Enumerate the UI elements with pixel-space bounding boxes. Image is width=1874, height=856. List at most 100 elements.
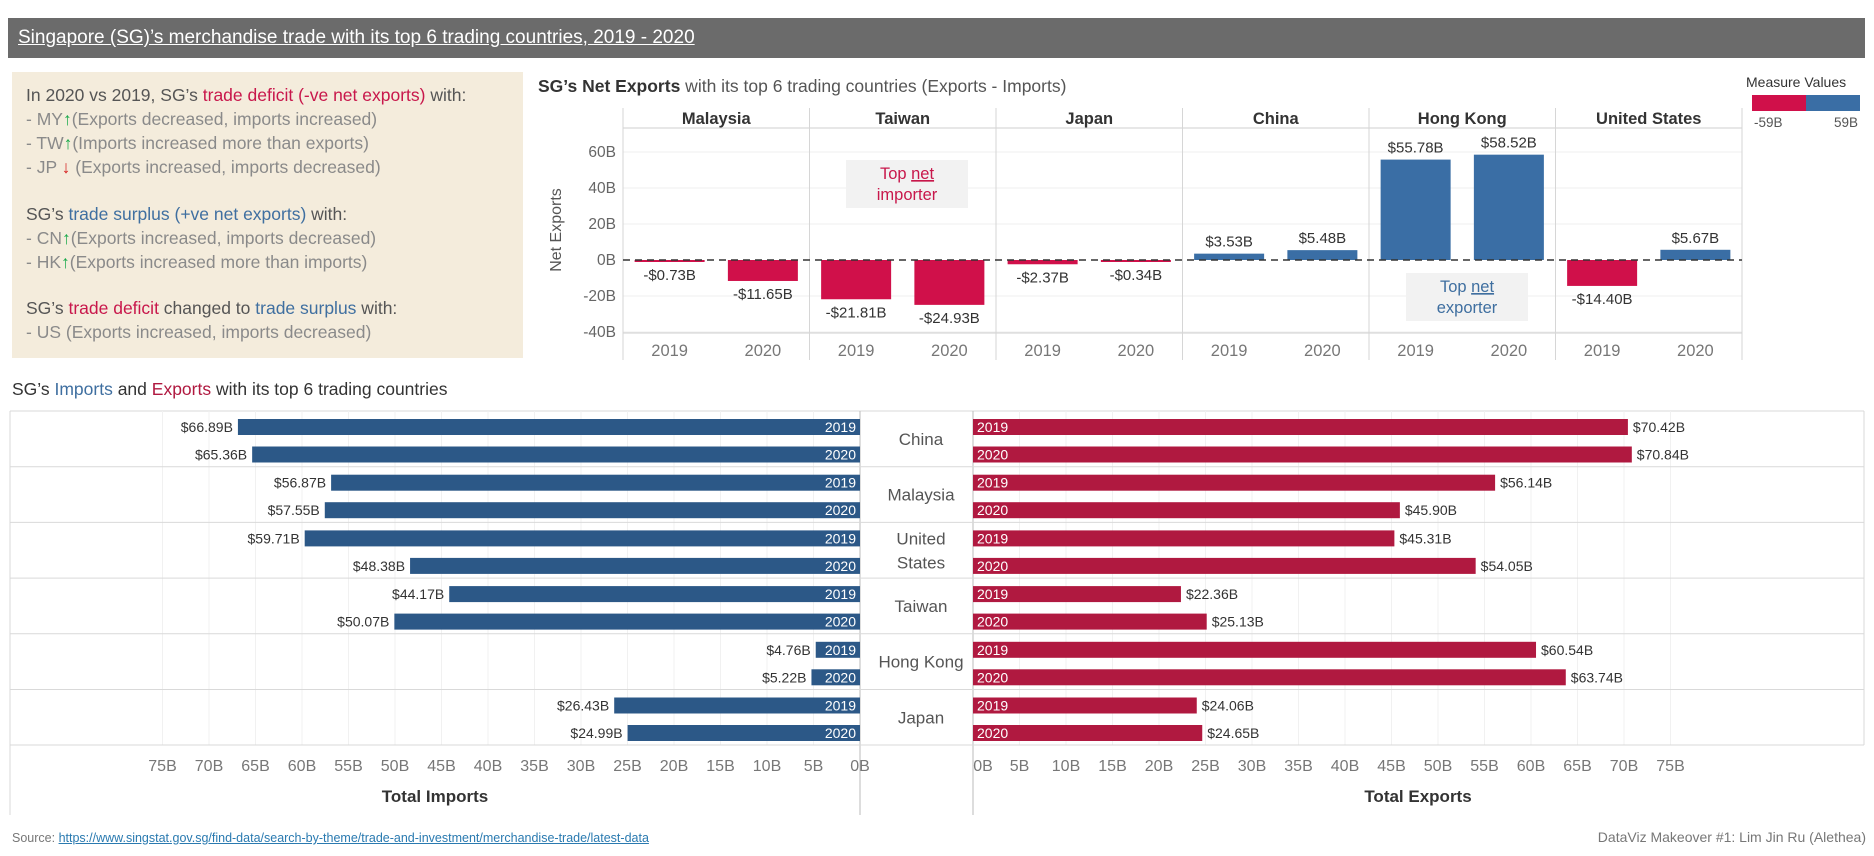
net-year-label: 2019 bbox=[1584, 342, 1621, 360]
export-bar[interactable] bbox=[973, 641, 1537, 658]
net-bar[interactable] bbox=[727, 260, 798, 281]
export-bar[interactable] bbox=[973, 669, 1566, 686]
import-bar[interactable] bbox=[331, 474, 860, 491]
country-label: Japan bbox=[898, 708, 944, 727]
exports-tick-label: 45B bbox=[1377, 758, 1405, 775]
imports-tick-label: 55B bbox=[334, 758, 362, 775]
imports-tick-label: 50B bbox=[381, 758, 409, 775]
export-bar[interactable] bbox=[973, 474, 1496, 491]
exports-tick-label: 60B bbox=[1517, 758, 1545, 775]
export-bar[interactable] bbox=[973, 613, 1207, 630]
exports-axis-title: Total Exports bbox=[1364, 787, 1471, 806]
arrow-up-icon: ↑ bbox=[63, 133, 73, 153]
net-bar-label: $55.78B bbox=[1388, 140, 1444, 157]
export-bar-label: $70.42B bbox=[1633, 419, 1685, 435]
net-bar-label: -$11.65B bbox=[733, 286, 793, 303]
country-label: Taiwan bbox=[895, 597, 948, 616]
import-bar[interactable] bbox=[304, 530, 860, 547]
import-bar[interactable] bbox=[410, 557, 860, 574]
imports-tick-label: 65B bbox=[241, 758, 269, 775]
imports-tick-label: 35B bbox=[520, 758, 548, 775]
net-ytick-label: -40B bbox=[583, 324, 616, 341]
net-bar[interactable] bbox=[1567, 260, 1638, 286]
import-bar[interactable] bbox=[449, 586, 860, 603]
import-bar-year: 2019 bbox=[825, 419, 856, 435]
import-bar[interactable] bbox=[324, 502, 860, 519]
net-bar[interactable] bbox=[1660, 249, 1731, 260]
net-bar-label: -$2.37B bbox=[1016, 269, 1069, 286]
export-bar[interactable] bbox=[973, 419, 1628, 435]
net-ytick-label: 60B bbox=[588, 144, 616, 161]
import-bar[interactable] bbox=[237, 419, 861, 435]
change-intro: SG’s trade deficit changed to trade surp… bbox=[26, 298, 398, 318]
export-bar-label: $45.31B bbox=[1399, 530, 1451, 546]
net-bar-label: -$24.93B bbox=[919, 310, 980, 327]
source-link[interactable]: https://www.singstat.gov.sg/find-data/se… bbox=[58, 831, 649, 845]
deficit-intro: In 2020 vs 2019, SG’s trade deficit (-ve… bbox=[26, 85, 467, 105]
import-bar-label: $57.55B bbox=[268, 502, 320, 518]
page-title: Singapore (SG)’s merchandise trade with … bbox=[18, 27, 695, 48]
net-bar[interactable] bbox=[634, 260, 705, 262]
net-group-label: Taiwan bbox=[875, 110, 930, 128]
imports-tick-label: 60B bbox=[288, 758, 316, 775]
callout-line2: importer bbox=[877, 186, 938, 204]
import-bar-label: $48.38B bbox=[353, 558, 405, 574]
import-bar[interactable] bbox=[811, 669, 860, 686]
legend-color-ramp[interactable] bbox=[1752, 95, 1860, 111]
import-bar[interactable] bbox=[252, 446, 861, 463]
callout-line2: exporter bbox=[1437, 299, 1498, 317]
change-item-us: - US (Exports increased, imports decreas… bbox=[26, 322, 372, 342]
import-bar-label: $56.87B bbox=[274, 475, 326, 491]
net-group-label: United States bbox=[1596, 110, 1701, 128]
net-bar-label: $58.52B bbox=[1481, 135, 1537, 152]
export-bar[interactable] bbox=[973, 502, 1400, 519]
arrow-up-icon: ↑ bbox=[61, 228, 71, 248]
net-exports-title: SG’s Net Exports with its top 6 trading … bbox=[538, 76, 1067, 96]
imports-exports-title: SG’s Imports and Exports with its top 6 … bbox=[12, 379, 448, 399]
import-bar[interactable] bbox=[394, 613, 860, 630]
net-bar[interactable] bbox=[1380, 159, 1451, 260]
import-bar-label: $4.76B bbox=[766, 642, 810, 658]
country-label: Malaysia bbox=[887, 486, 955, 505]
net-bar[interactable] bbox=[821, 260, 892, 300]
import-bar-label: $66.89B bbox=[181, 419, 233, 435]
source-note: Source: https://www.singstat.gov.sg/find… bbox=[12, 831, 649, 845]
import-bar-year: 2020 bbox=[825, 558, 856, 574]
export-bar[interactable] bbox=[973, 586, 1181, 603]
import-bar[interactable] bbox=[614, 697, 860, 714]
export-bar-year: 2019 bbox=[977, 419, 1008, 435]
net-ytick-label: 0B bbox=[597, 252, 616, 269]
net-bar[interactable] bbox=[1287, 250, 1358, 260]
import-bar[interactable] bbox=[815, 641, 860, 658]
export-bar-label: $56.14B bbox=[1500, 475, 1552, 491]
net-bar-label: -$21.81B bbox=[826, 304, 887, 321]
exports-tick-label: 25B bbox=[1191, 758, 1219, 775]
imports-tick-label: 10B bbox=[753, 758, 781, 775]
net-bar[interactable] bbox=[914, 260, 985, 305]
import-bar[interactable] bbox=[627, 725, 860, 741]
imports-tick-label: 0B bbox=[850, 758, 870, 775]
surplus-item-cn: - CN↑(Exports increased, imports decreas… bbox=[26, 228, 377, 248]
top-net-importer-callout bbox=[846, 160, 968, 208]
legend-title: Measure Values bbox=[1746, 74, 1847, 90]
imports-tick-label: 5B bbox=[804, 758, 824, 775]
export-bar-label: $60.54B bbox=[1541, 642, 1593, 658]
net-bar[interactable] bbox=[1007, 260, 1078, 265]
export-bar-label: $54.05B bbox=[1481, 558, 1533, 574]
export-bar[interactable] bbox=[973, 697, 1197, 714]
net-bar[interactable] bbox=[1100, 260, 1171, 262]
deficit-item-my: - MY↑(Exports decreased, imports increas… bbox=[26, 109, 378, 129]
net-ytick-label: 20B bbox=[588, 216, 616, 233]
net-bar[interactable] bbox=[1194, 253, 1265, 260]
import-bar-year: 2020 bbox=[825, 447, 856, 463]
export-bar[interactable] bbox=[973, 446, 1632, 463]
export-bar[interactable] bbox=[973, 725, 1203, 741]
imports-tick-label: 20B bbox=[660, 758, 688, 775]
imports-axis-title: Total Imports bbox=[382, 787, 488, 806]
net-bar[interactable] bbox=[1473, 154, 1544, 260]
import-bar-year: 2020 bbox=[825, 725, 856, 741]
export-bar[interactable] bbox=[973, 530, 1395, 547]
export-bar[interactable] bbox=[973, 557, 1476, 574]
export-bar-label: $70.84B bbox=[1637, 447, 1689, 463]
